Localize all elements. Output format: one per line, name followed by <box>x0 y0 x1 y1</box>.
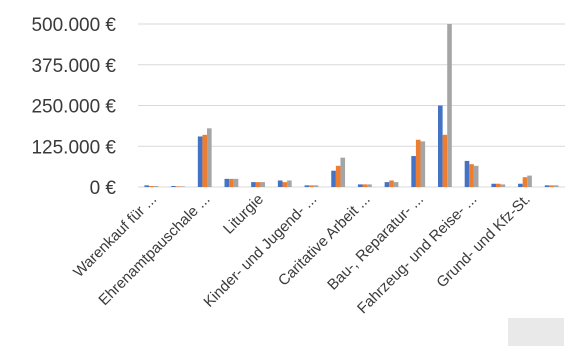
bar <box>149 186 154 187</box>
bar <box>207 128 212 187</box>
bar <box>549 185 554 187</box>
x-category-label: Bau-, Reparatur- ... <box>324 191 427 294</box>
bar <box>544 185 550 187</box>
bar <box>415 139 421 187</box>
bar <box>438 105 443 187</box>
bar <box>251 182 256 187</box>
bar <box>202 134 208 187</box>
bar <box>304 185 310 187</box>
bar <box>277 180 283 187</box>
bar <box>362 184 368 187</box>
bar <box>331 170 336 187</box>
bar <box>527 175 532 187</box>
bar <box>500 184 506 187</box>
bar <box>340 157 346 187</box>
bar <box>420 141 426 187</box>
bar <box>224 178 230 187</box>
bar <box>495 183 501 187</box>
bar <box>287 180 292 187</box>
bar <box>260 182 265 187</box>
bar <box>553 185 559 187</box>
bar <box>442 134 448 187</box>
y-tick-label: 250.000 € <box>31 97 116 118</box>
bar <box>144 185 150 187</box>
x-category-label: Grund- und Kfz-St. <box>433 191 533 291</box>
legend-box <box>508 318 564 346</box>
bar <box>180 186 185 187</box>
bar <box>255 182 261 187</box>
bar <box>357 184 363 187</box>
x-category-label: Ehrenamtpauschale ... <box>95 191 213 309</box>
bar <box>309 185 314 187</box>
bar <box>389 180 394 187</box>
bar <box>464 160 470 187</box>
bar <box>469 164 474 187</box>
bar <box>171 186 176 187</box>
bar <box>197 136 203 187</box>
bar <box>229 178 234 187</box>
y-tick-label: 500.000 € <box>31 15 116 36</box>
bar <box>282 182 288 187</box>
y-tick-label: 125.000 € <box>31 137 116 158</box>
y-tick-label: 375.000 € <box>31 56 116 77</box>
bar <box>313 185 319 187</box>
x-category-label: Liturgie <box>220 191 267 238</box>
bar <box>522 177 528 187</box>
x-category-label: Caritative Arbeit ... <box>275 191 374 290</box>
bar <box>393 182 399 187</box>
bar <box>175 186 181 187</box>
bar <box>518 183 523 187</box>
bar <box>447 24 452 187</box>
bar <box>233 178 239 187</box>
bar <box>473 165 479 187</box>
y-tick-label: 0 € <box>90 178 117 199</box>
bar <box>384 182 390 187</box>
bar <box>153 186 159 187</box>
bar <box>411 156 416 187</box>
bar <box>367 184 372 187</box>
bar <box>491 183 496 187</box>
bar <box>335 165 341 187</box>
